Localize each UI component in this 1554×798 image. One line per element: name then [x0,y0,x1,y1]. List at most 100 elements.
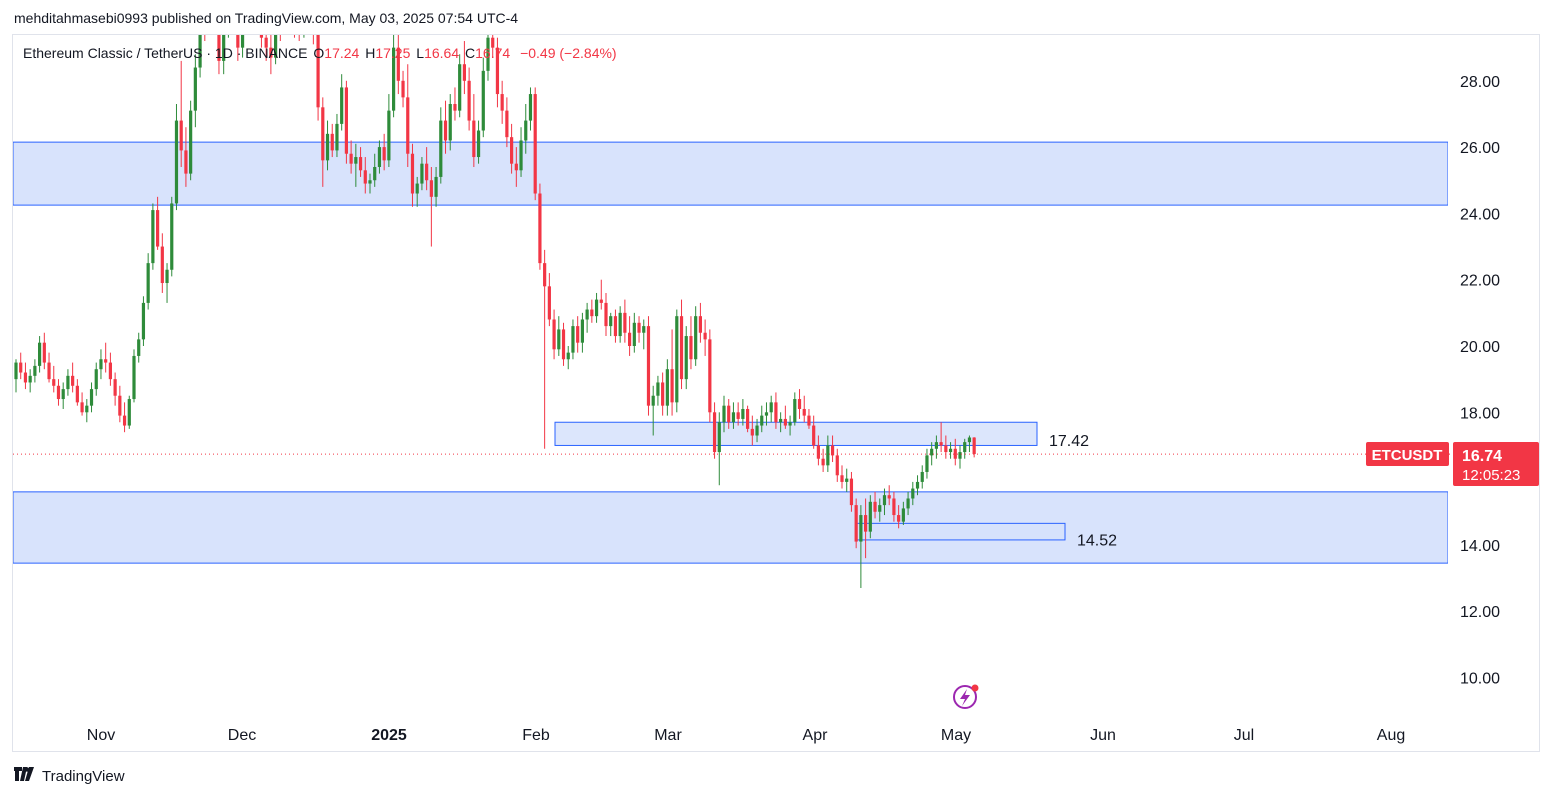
candle-body [222,35,226,61]
candle [269,35,273,75]
candle-body [552,319,556,350]
candle [524,104,528,154]
candle [14,359,18,393]
candle [174,104,179,211]
candle [443,100,448,154]
candle [599,279,603,310]
candle-body [99,359,103,370]
candle [42,332,46,370]
candle-body [118,395,122,416]
candle [303,35,305,38]
candle-body [491,37,495,48]
candle-body [642,326,646,333]
candle-body [632,322,636,346]
chart-frame[interactable] [12,34,1540,752]
candle [358,147,363,177]
candle [264,35,268,61]
candle [628,316,632,356]
candle-body [689,336,693,360]
candle [321,97,325,187]
symbol-name[interactable]: Ethereum Classic / TetherUS · 1D · BINAN… [23,45,308,61]
candle [288,0,291,21]
time-tick-label: Mar [654,727,682,744]
lightning-event-icon[interactable] [953,684,979,709]
candle [33,359,37,383]
candle [594,292,599,323]
candle-body [915,481,920,489]
high-label: H [365,45,376,61]
candle [750,415,754,446]
candle-body [23,372,28,383]
symbol-legend[interactable]: Ethereum Classic / TetherUS · 1D · BINAN… [23,45,617,61]
candle-body [89,389,94,406]
publisher-attribution: mehditahmasebi0993 published on TradingV… [14,10,519,26]
candle [491,35,495,58]
tradingview-logo[interactable]: TradingView [14,767,125,785]
candle-body [298,21,301,31]
candle-body [174,120,179,204]
candle [519,127,523,177]
candle [571,319,575,360]
candle-body [547,286,551,320]
candle [28,369,32,393]
candle [255,0,258,31]
candle-body [764,412,769,416]
candle [915,475,920,496]
candle-body [170,203,174,270]
candle [434,166,438,207]
candle-body [698,316,702,333]
candle-body [401,80,405,98]
candle-body [227,0,230,24]
candle-body [94,369,98,390]
candle-body [656,382,660,396]
candle [193,54,197,128]
candle [132,349,136,403]
candle-body [255,0,258,8]
candle [930,442,934,466]
candle [462,41,466,95]
candle-body [264,37,268,48]
candle [864,498,868,559]
candle [642,319,646,350]
candle-body [340,87,344,124]
price-tick-label: 22.00 [1460,273,1500,290]
price-tag-value: 16.74 [1462,448,1502,465]
candle [170,196,174,277]
candle-body [637,322,641,333]
candle-body [288,0,291,11]
candle [354,143,358,187]
candle [137,332,141,363]
candle [821,448,825,472]
candle-body [458,64,462,111]
candle [392,35,396,118]
price-axis: 28.00 26.00 24.00 22.00 20.00 18.00 14.00 12.00… [1460,74,1500,688]
candle [298,21,301,42]
candle [160,233,164,293]
candle-body [703,332,707,340]
candle-body [184,150,188,174]
candle-body [845,478,849,482]
candle-body [193,67,197,111]
candle-body [127,399,131,426]
candle [368,173,372,194]
candle [963,438,967,459]
candle-body [293,11,296,21]
candle-body [349,153,353,164]
candle [453,87,457,121]
candle [108,352,112,386]
candle-body [972,437,976,455]
candle [481,57,485,138]
candle [901,501,905,526]
candle-body [543,263,547,287]
candle [330,123,334,158]
candle [71,362,75,393]
candle-body [769,402,773,413]
candle-body [505,110,509,138]
candle-body [363,170,367,184]
candle-body [963,442,967,453]
candle-body [104,359,108,363]
candle-body [925,455,929,472]
candle [547,273,551,327]
candle [948,442,953,459]
